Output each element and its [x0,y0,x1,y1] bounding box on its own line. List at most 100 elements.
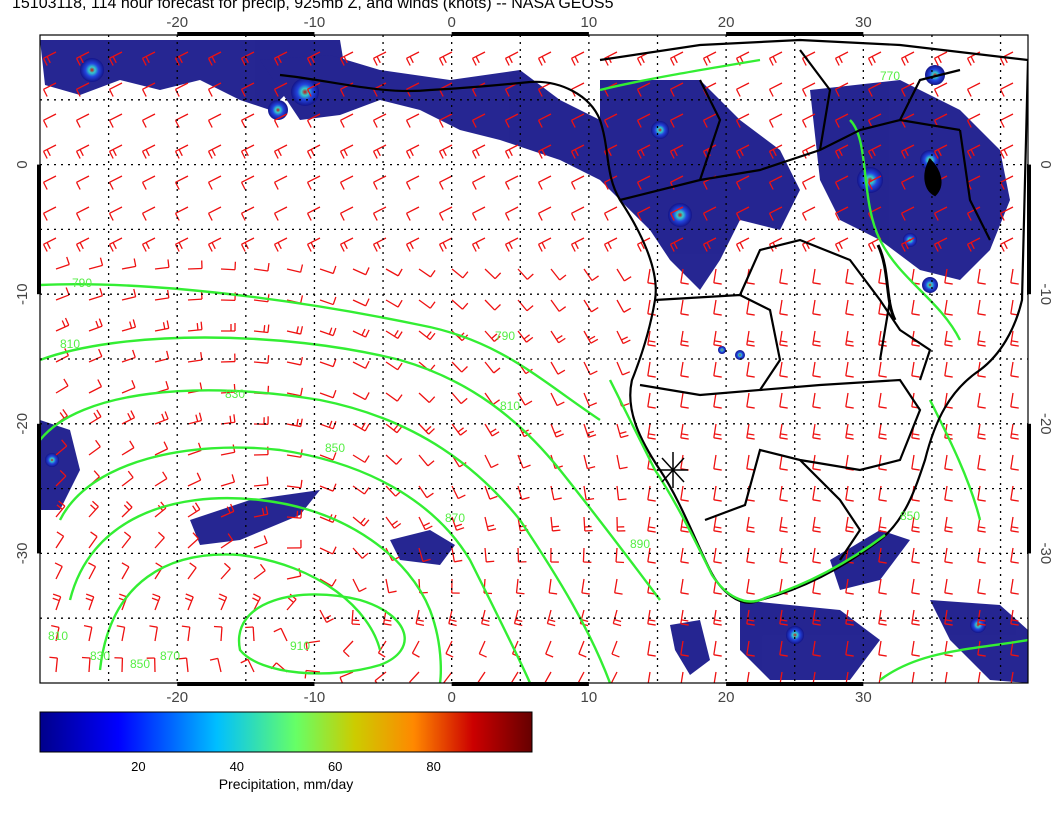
wind-barb [339,144,354,159]
wind-barb [603,237,618,252]
wind-barb [352,454,370,463]
contour-line [879,638,1028,681]
wind-barb [779,547,788,564]
wind-barb [537,206,552,221]
frame-bar [177,682,315,686]
contour-label: 810 [60,337,80,351]
wind-barb [834,51,849,66]
contour-label: 790 [72,276,92,290]
wind-barb [911,578,920,595]
wind-barb [154,259,170,270]
wind-barb [220,533,234,549]
precip-max [857,167,883,193]
wind-barb [484,361,501,374]
colorbar-tick-label: 40 [229,759,245,774]
wind-barb [1010,454,1019,471]
wind-barb [680,361,689,378]
wind-barb [713,609,722,626]
wind-barb [415,609,425,626]
wind-barb [517,485,530,501]
wind-barb [187,260,203,270]
wind-barb [286,510,303,519]
wind-barb [405,51,420,66]
wind-barb [582,547,592,563]
wind-barb [999,82,1014,97]
wind-barb [374,671,387,683]
wind-barb [405,113,420,128]
wind-barb [220,503,235,518]
lat-tick-label-left: -30 [14,543,31,565]
wind-barb [812,268,821,285]
precip-max [651,121,669,139]
wind-barb [615,547,625,564]
wind-barb [372,175,387,190]
wind-barb [779,671,783,683]
wind-barb [174,175,189,190]
lake [924,158,942,197]
wind-barb [405,175,420,190]
wind-barb [108,237,123,252]
wind-barb [999,144,1014,159]
lon-tick-label-top: 20 [718,14,735,31]
contour-line [58,446,532,683]
wind-barb [85,593,95,611]
wind-barb [812,299,821,316]
wind-barb [55,378,69,394]
wind-barb [680,640,689,657]
wind-barb [184,593,194,611]
wind-barb [713,299,722,316]
wind-barb [1010,485,1019,502]
wind-barb [713,392,722,409]
wind-barb [253,535,268,549]
wind-barb [713,547,722,564]
wind-barb [911,299,920,316]
wind-barb [385,516,402,529]
wind-barb [319,296,337,306]
wind-barb [108,113,123,128]
wind-barb [481,609,490,627]
wind-barb [451,578,460,594]
wind-barb [537,144,552,159]
wind-barb [286,326,304,335]
wind-barb [735,113,750,128]
wind-barb [273,82,288,97]
wind-barb [52,593,62,611]
wind-barb [418,516,433,531]
wind-barb [245,626,255,642]
wind-barb [187,321,203,332]
wind-barb [878,516,887,533]
wind-barb [273,627,288,642]
wind-barb [680,423,689,440]
wind-barb [108,51,123,66]
wind-barb [944,671,948,683]
wind-barb [779,516,788,533]
wind-barb [966,144,981,159]
wind-barb [647,330,656,347]
wind-barb [377,640,387,658]
lat-tick-label-right: -20 [1037,413,1054,435]
lake [876,244,897,321]
contour-label: 810 [500,399,520,413]
wind-barb [680,485,689,502]
wind-barb [286,418,303,428]
contour-line [849,119,962,341]
wind-barb [141,206,156,221]
wind-barb [405,144,420,159]
wind-barb [141,175,156,190]
wind-barb [286,356,304,366]
wind-barb [121,288,137,301]
wind-barb [746,361,755,378]
wind-barb [418,423,435,435]
wind-barb [418,330,436,341]
wind-barb [306,82,321,97]
wind-barb [438,237,453,252]
wind-barb [339,206,354,221]
wind-barb [240,82,255,97]
wind-barb [977,268,986,285]
wind-barb [286,387,303,397]
wind-barb [900,206,915,221]
wind-barb [286,479,303,489]
precip-hotspots [45,58,986,644]
wind-barb [484,423,500,437]
wind-barb [151,593,161,611]
